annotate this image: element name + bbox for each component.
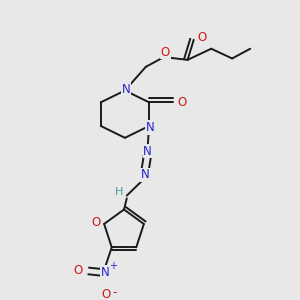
Text: -: -	[113, 286, 117, 299]
Text: N: N	[140, 168, 149, 181]
Text: O: O	[74, 265, 83, 278]
Text: O: O	[197, 31, 206, 44]
Text: H: H	[115, 187, 123, 197]
Text: N: N	[100, 266, 109, 279]
Text: O: O	[101, 288, 111, 300]
Text: O: O	[177, 96, 186, 109]
Text: N: N	[143, 145, 152, 158]
Text: O: O	[92, 216, 101, 229]
Text: N: N	[122, 82, 131, 96]
Text: +: +	[109, 261, 117, 271]
Text: N: N	[146, 121, 155, 134]
Text: O: O	[161, 46, 170, 59]
